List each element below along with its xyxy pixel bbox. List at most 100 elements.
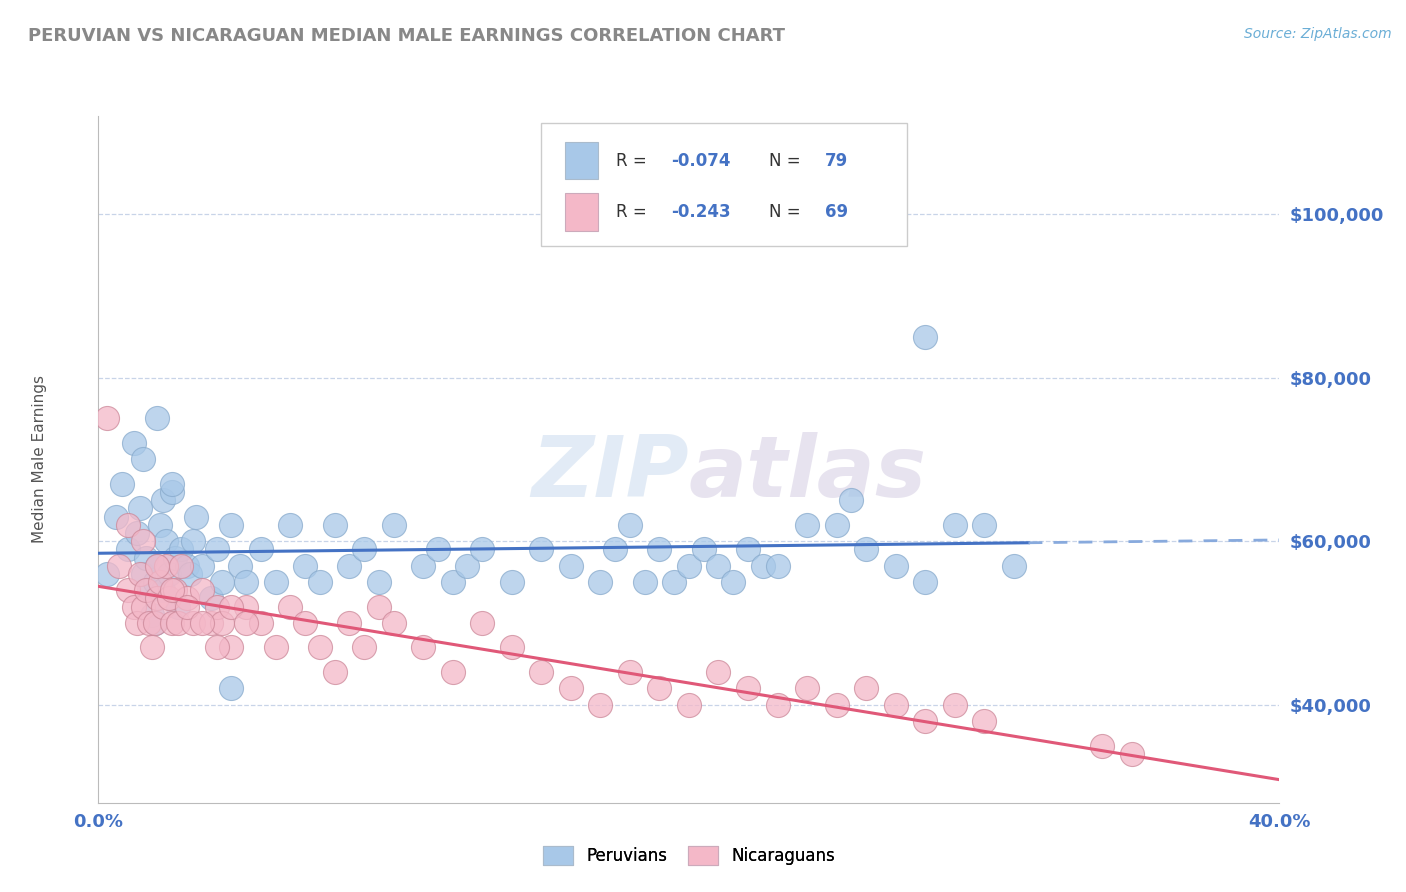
- Point: [264, 640, 287, 655]
- Point: [914, 330, 936, 344]
- Point: [162, 583, 183, 598]
- Point: [471, 542, 494, 557]
- Text: N =: N =: [769, 152, 806, 169]
- Point: [560, 558, 582, 573]
- Point: [250, 542, 273, 557]
- Text: Source: ZipAtlas.com: Source: ZipAtlas.com: [1244, 27, 1392, 41]
- Point: [141, 640, 163, 655]
- Point: [143, 615, 166, 630]
- Point: [96, 411, 118, 425]
- Point: [155, 558, 177, 573]
- Point: [382, 517, 405, 532]
- Point: [766, 558, 789, 573]
- Point: [191, 558, 214, 573]
- Point: [1091, 739, 1114, 753]
- Point: [165, 550, 187, 565]
- Point: [412, 640, 434, 655]
- Point: [471, 615, 494, 630]
- Point: [135, 583, 157, 598]
- Point: [250, 615, 273, 630]
- Point: [796, 681, 818, 696]
- Point: [176, 599, 198, 614]
- Point: [855, 542, 877, 557]
- Point: [125, 526, 148, 541]
- Point: [157, 566, 180, 581]
- Point: [146, 591, 169, 606]
- Point: [157, 591, 180, 606]
- Point: [737, 542, 759, 557]
- Point: [135, 550, 157, 565]
- Point: [200, 615, 222, 630]
- Point: [132, 534, 155, 549]
- Point: [664, 575, 686, 590]
- Point: [412, 558, 434, 573]
- Point: [855, 681, 877, 696]
- Legend: Peruvians, Nicaraguans: Peruvians, Nicaraguans: [534, 838, 844, 873]
- Point: [132, 566, 155, 581]
- Point: [884, 698, 907, 712]
- Point: [191, 583, 214, 598]
- Point: [117, 517, 139, 532]
- Point: [456, 558, 478, 573]
- Point: [619, 665, 641, 679]
- Point: [149, 575, 172, 590]
- Point: [501, 575, 523, 590]
- Point: [589, 575, 612, 590]
- Point: [143, 615, 166, 630]
- Point: [264, 575, 287, 590]
- Point: [191, 615, 214, 630]
- Point: [501, 640, 523, 655]
- Point: [167, 615, 190, 630]
- Point: [323, 665, 346, 679]
- Point: [179, 566, 201, 581]
- Point: [914, 714, 936, 728]
- Point: [766, 698, 789, 712]
- Point: [633, 575, 655, 590]
- Text: 79: 79: [825, 152, 848, 169]
- Point: [589, 698, 612, 712]
- Point: [1002, 558, 1025, 573]
- Point: [619, 517, 641, 532]
- Point: [337, 615, 360, 630]
- Point: [138, 583, 160, 598]
- Point: [751, 558, 773, 573]
- Point: [229, 558, 252, 573]
- Point: [219, 640, 242, 655]
- Point: [117, 583, 139, 598]
- Text: atlas: atlas: [689, 432, 927, 515]
- Point: [530, 542, 553, 557]
- Point: [707, 558, 730, 573]
- Point: [122, 599, 145, 614]
- Point: [648, 542, 671, 557]
- Point: [170, 542, 193, 557]
- Point: [167, 599, 190, 614]
- Point: [132, 452, 155, 467]
- Point: [162, 476, 183, 491]
- Point: [530, 665, 553, 679]
- Text: R =: R =: [616, 152, 652, 169]
- Point: [117, 542, 139, 557]
- Text: -0.243: -0.243: [671, 203, 731, 221]
- Point: [309, 575, 332, 590]
- Point: [560, 681, 582, 696]
- Point: [441, 665, 464, 679]
- Point: [128, 501, 150, 516]
- Text: R =: R =: [616, 203, 652, 221]
- Point: [839, 493, 862, 508]
- Point: [105, 509, 128, 524]
- Point: [678, 558, 700, 573]
- Point: [162, 485, 183, 500]
- Point: [368, 599, 391, 614]
- Text: N =: N =: [769, 203, 806, 221]
- Point: [122, 436, 145, 450]
- Point: [108, 558, 131, 573]
- Point: [368, 575, 391, 590]
- Point: [323, 517, 346, 532]
- Text: ZIP: ZIP: [531, 432, 689, 515]
- Point: [132, 599, 155, 614]
- Point: [943, 517, 966, 532]
- Point: [96, 566, 118, 581]
- Point: [235, 599, 257, 614]
- Point: [294, 615, 316, 630]
- Point: [162, 615, 183, 630]
